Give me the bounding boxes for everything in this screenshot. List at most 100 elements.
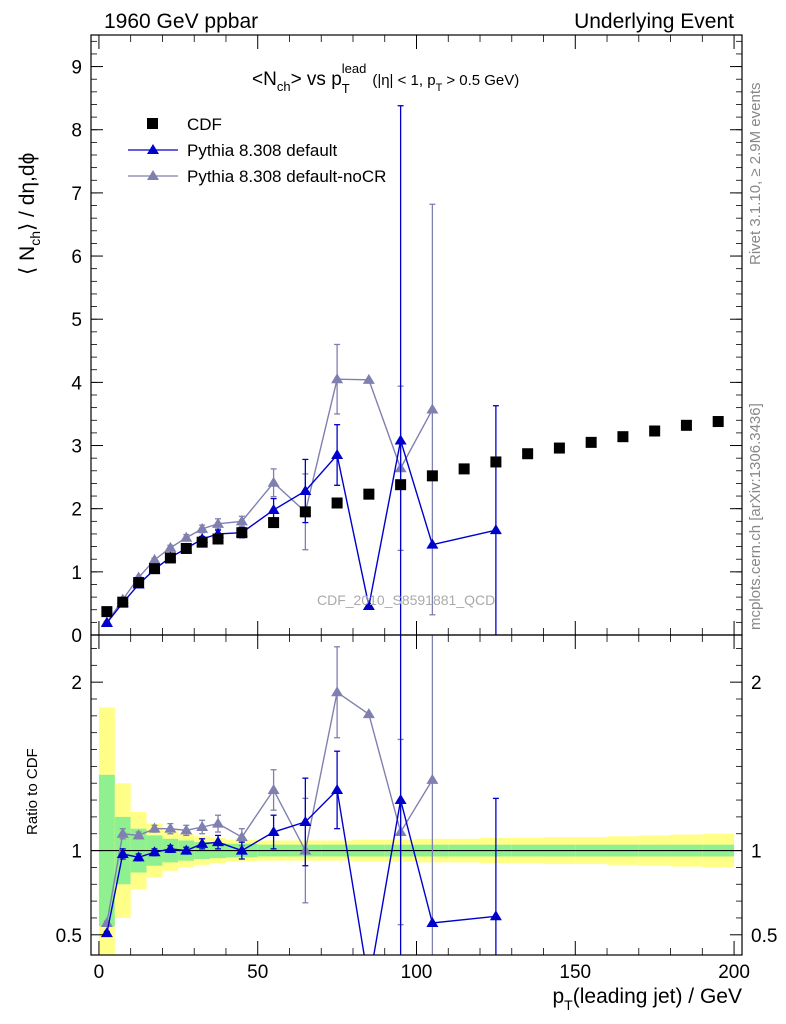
y-tick-label: 0 [71,626,82,647]
cdf-point [149,563,161,575]
ratio-pythia-nocr-point [116,827,129,838]
pythia-default-point [267,503,280,514]
pythia-nocr-point [164,541,177,552]
pythia-nocr-point [235,515,248,526]
x-axis-label: pT(leading jet) / GeV [552,985,742,1013]
pythia-nocr-line [106,378,433,623]
chart-title: <Nch> vs pTlead(|η| < 1, pT > 0.5 GeV) [252,61,519,96]
ratio-pythia-nocr-point [180,824,193,835]
cdf-point [236,527,248,539]
cdf-point [553,442,565,454]
cdf-point [196,536,208,548]
cdf-point [680,419,692,431]
cdf-point [212,533,224,545]
pythia-nocr-point [426,403,439,414]
ratio-pythia-nocr-point [164,822,177,833]
main-panel: 0 1 2 3 4 5 6 7 8 9 <Nch> vs pTlead(|η| < 1, pT > … [16,34,743,647]
pythia-default-point [331,449,344,459]
pythia-default-point [100,617,113,627]
main-y-axis-label: ⟨ Nch⟩ / dη,dϕ [16,153,43,275]
header-right: Underlying Event [574,10,734,33]
legend-marker-pythia-default [147,144,159,154]
ratio-pythia-default-point [489,910,502,921]
ratio-pythia-default-point [148,846,161,857]
y-tick-label: 7 [71,184,82,205]
cdf-point [133,577,145,589]
ratio-y-tick-label: 1 [71,842,82,863]
ratio-pythia-nocr-line [106,691,433,924]
cdf-point [649,425,661,437]
ratio-pythia-default-point [267,826,280,837]
ratio-pythia-default-line [106,788,496,955]
legend-label-pythia-default: Pythia 8.308 default [187,141,338,160]
x-tick-label: 200 [718,962,750,983]
ratio-y-tick-label: 1 [751,842,762,863]
ratio-pythia-default-point [235,844,248,855]
cdf-point [426,470,438,482]
pythia-nocr-point [148,553,161,564]
legend-item-cdf: CDF [147,115,222,134]
ratio-y-axis-label: Ratio to CDF [24,748,41,835]
svg-text:⟨ Nch⟩ / dη,dϕ: ⟨ Nch⟩ / dη,dϕ [16,153,43,275]
y-tick-label: 4 [71,373,82,394]
ratio-pythia-default-point [116,847,129,858]
ratio-pythia-default-point [212,836,225,847]
cdf-point [458,463,470,475]
ratio-pythia-default-point [132,851,145,862]
ratio-y-tick-label: 2 [71,673,82,694]
cdf-point [180,542,192,554]
ratio-pythia-nocr-point [212,817,225,828]
x-tick-label: 100 [401,962,433,983]
y-tick-label: 5 [71,310,82,331]
cdf-point [331,497,343,509]
ratio-pythia-nocr-point [132,829,145,840]
cdf-point [268,517,280,529]
ratio-pythia-nocr-point [362,708,375,719]
cdf-point [164,552,176,564]
ratio-panel-frame [90,634,743,956]
y-tick-label: 8 [71,121,82,142]
y-tick-label: 1 [71,563,82,584]
x-tick-label: 150 [559,962,591,983]
cdf-point [363,488,375,500]
pythia-default-point [299,485,312,495]
pythia-nocr-point [331,373,344,384]
cdf-point [585,436,597,448]
ratio-pythia-default-point [196,837,209,848]
ratio-pythia-default-point [180,844,193,855]
ratio-pythia-nocr-point [196,821,209,831]
y-tick-label: 9 [71,58,82,79]
ratio-pythia-default-point [394,794,407,805]
ratio-pythia-nocr-point [426,773,439,784]
legend-label-cdf: CDF [187,115,222,134]
pythia-default-line [106,440,497,624]
pythia-nocr-point [267,476,280,487]
ratio-y-tick-label: 2 [751,673,762,694]
ratio-pythia-nocr-point [100,917,113,927]
cdf-point [617,431,629,443]
pythia-nocr-point [180,531,193,542]
ratio-pythia-nocr-point [148,822,161,833]
y-tick-label: 3 [71,437,82,458]
pythia-default-point [426,538,439,549]
ratio-pythia-default-point [164,842,177,853]
rivet-label: Rivet 3.1.10, ≥ 2.9M events [747,83,764,266]
ratio-pythia-default-point [100,927,113,938]
analysis-watermark: CDF_2010_S8591881_QCD [317,592,495,608]
legend: CDF Pythia 8.308 default Pythia 8.308 de… [128,115,386,186]
cdf-point [490,456,502,468]
cdf-point [117,596,129,608]
legend-marker-cdf [147,118,158,129]
ratio-pythia-default-point [426,917,439,927]
cdf-point [299,506,311,518]
ratio-pythia-nocr-point [331,686,344,697]
svg-text:<Nch> vs pTlead(|η| < 1, pT> 0: <Nch> vs pTlead(|η| < 1, pT > 0.5 GeV) [252,61,519,96]
cdf-point [712,416,724,428]
header-left: 1960 GeV ppbar [104,10,258,33]
ratio-pythia-nocr-point [235,831,248,842]
legend-marker-pythia-nocr [147,170,159,180]
pythia-nocr-point [212,517,225,528]
cdf-point [395,479,407,491]
svg-text:pT(leading jet) / GeV: pT(leading jet) / GeV [552,985,742,1013]
pythia-default-point [362,599,375,610]
